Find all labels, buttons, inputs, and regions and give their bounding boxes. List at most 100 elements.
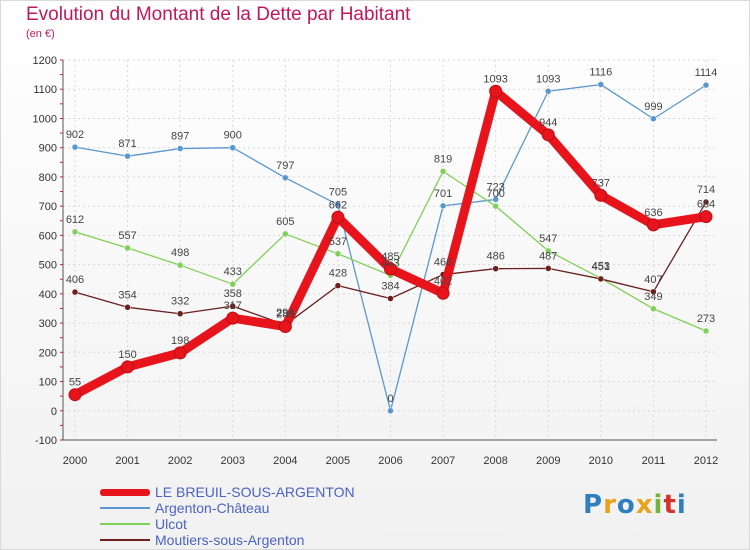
legend-label: Ulcot <box>155 516 187 532</box>
data-point <box>597 275 605 283</box>
data-label: 463 <box>381 257 399 269</box>
data-point <box>331 210 345 224</box>
y-tick-label: 200 <box>39 347 57 359</box>
data-label: 349 <box>644 291 662 303</box>
y-tick-label: 1200 <box>33 55 57 67</box>
legend-label: LE BREUIL-SOUS-ARGENTON <box>155 484 355 500</box>
logo-letter: P <box>583 490 604 520</box>
data-point <box>229 302 236 310</box>
logo-letter: x <box>635 490 654 520</box>
data-label: 407 <box>644 274 662 286</box>
data-point <box>650 305 657 313</box>
data-label: 537 <box>329 236 347 248</box>
data-point <box>699 210 713 224</box>
proxiti-logo: Proxiti <box>583 490 687 520</box>
legend-swatch <box>100 507 150 509</box>
y-tick-label: 400 <box>39 289 57 301</box>
data-point <box>68 388 82 402</box>
data-point <box>71 228 79 236</box>
data-label: 402 <box>434 275 452 287</box>
data-point <box>439 202 447 210</box>
data-label: 0 <box>387 393 393 405</box>
data-label: 547 <box>539 233 557 245</box>
x-tick-label: 2012 <box>694 455 718 467</box>
data-label: 150 <box>118 349 136 361</box>
logo-letter: i <box>653 490 664 520</box>
data-point <box>492 196 499 203</box>
legend-item: Ulcot <box>100 516 430 532</box>
data-label: 487 <box>539 250 557 262</box>
legend-label: Argenton-Château <box>155 500 270 516</box>
legend-label: Moutiers-sous-Argenton <box>155 532 305 548</box>
logo-letter: i <box>676 490 687 520</box>
data-label: 485 <box>381 251 399 263</box>
chart-subtitle: (en €) <box>26 28 55 40</box>
data-point <box>545 88 552 95</box>
data-label: 819 <box>434 153 452 165</box>
data-point <box>597 81 605 88</box>
data-label: 664 <box>697 199 715 211</box>
data-label: 354 <box>118 289 136 301</box>
logo-letter: t <box>663 490 677 520</box>
data-point <box>282 174 289 182</box>
logo-letter: o <box>616 490 636 520</box>
data-label: 1093 <box>483 73 507 85</box>
data-label: 557 <box>118 230 136 242</box>
data-point <box>334 250 342 258</box>
data-label: 1114 <box>695 67 718 79</box>
data-label: 700 <box>486 188 504 200</box>
x-tick-label: 2005 <box>326 455 350 467</box>
logo-letter: r <box>603 490 617 520</box>
y-tick-label: 300 <box>39 318 57 330</box>
data-point <box>492 202 499 210</box>
data-point <box>436 286 450 300</box>
data-label: 451 <box>592 261 610 273</box>
data-label: 605 <box>276 216 294 228</box>
x-tick-label: 2002 <box>168 455 192 467</box>
data-point <box>71 143 79 151</box>
data-label: 486 <box>486 251 504 263</box>
data-point <box>702 327 710 335</box>
data-label: 902 <box>66 129 84 141</box>
data-label: 701 <box>434 188 452 200</box>
data-label: 897 <box>171 131 189 143</box>
y-tick-label: 600 <box>39 230 57 242</box>
data-point <box>176 310 184 317</box>
data-label: 198 <box>171 335 189 347</box>
data-label: 358 <box>224 288 242 300</box>
chart-title: Evolution du Montant de la Dette par Hab… <box>26 4 411 25</box>
data-label: 453 <box>592 260 610 272</box>
data-point <box>541 128 555 142</box>
y-tick-label: 900 <box>39 143 57 155</box>
x-tick-label: 2010 <box>589 455 613 467</box>
legend-item: LE BREUIL-SOUS-ARGENTON <box>100 484 430 500</box>
data-point <box>71 288 79 296</box>
data-label: 332 <box>171 296 189 308</box>
data-point <box>176 261 184 269</box>
data-point <box>176 145 184 152</box>
data-point <box>646 218 660 232</box>
legend-swatch <box>100 539 150 541</box>
data-label: 1116 <box>589 67 612 79</box>
data-label: 294 <box>276 307 294 319</box>
data-label: 871 <box>118 138 136 150</box>
data-label: 406 <box>66 274 84 286</box>
data-point <box>702 81 710 89</box>
x-tick-label: 2000 <box>63 455 87 467</box>
y-tick-label: 0 <box>51 406 57 418</box>
legend-item: Argenton-Château <box>100 500 430 516</box>
x-tick-label: 2006 <box>378 455 402 467</box>
data-point <box>282 230 289 238</box>
data-label: 55 <box>69 377 81 389</box>
x-tick-label: 2001 <box>115 455 139 467</box>
data-label: 705 <box>329 187 347 199</box>
data-label: 723 <box>486 181 504 193</box>
data-label: 1093 <box>536 73 560 85</box>
data-point <box>594 188 608 202</box>
x-tick-label: 2007 <box>431 455 455 467</box>
x-tick-label: 2009 <box>536 455 560 467</box>
data-label: 900 <box>224 130 242 142</box>
y-tick-label: 800 <box>39 172 57 184</box>
